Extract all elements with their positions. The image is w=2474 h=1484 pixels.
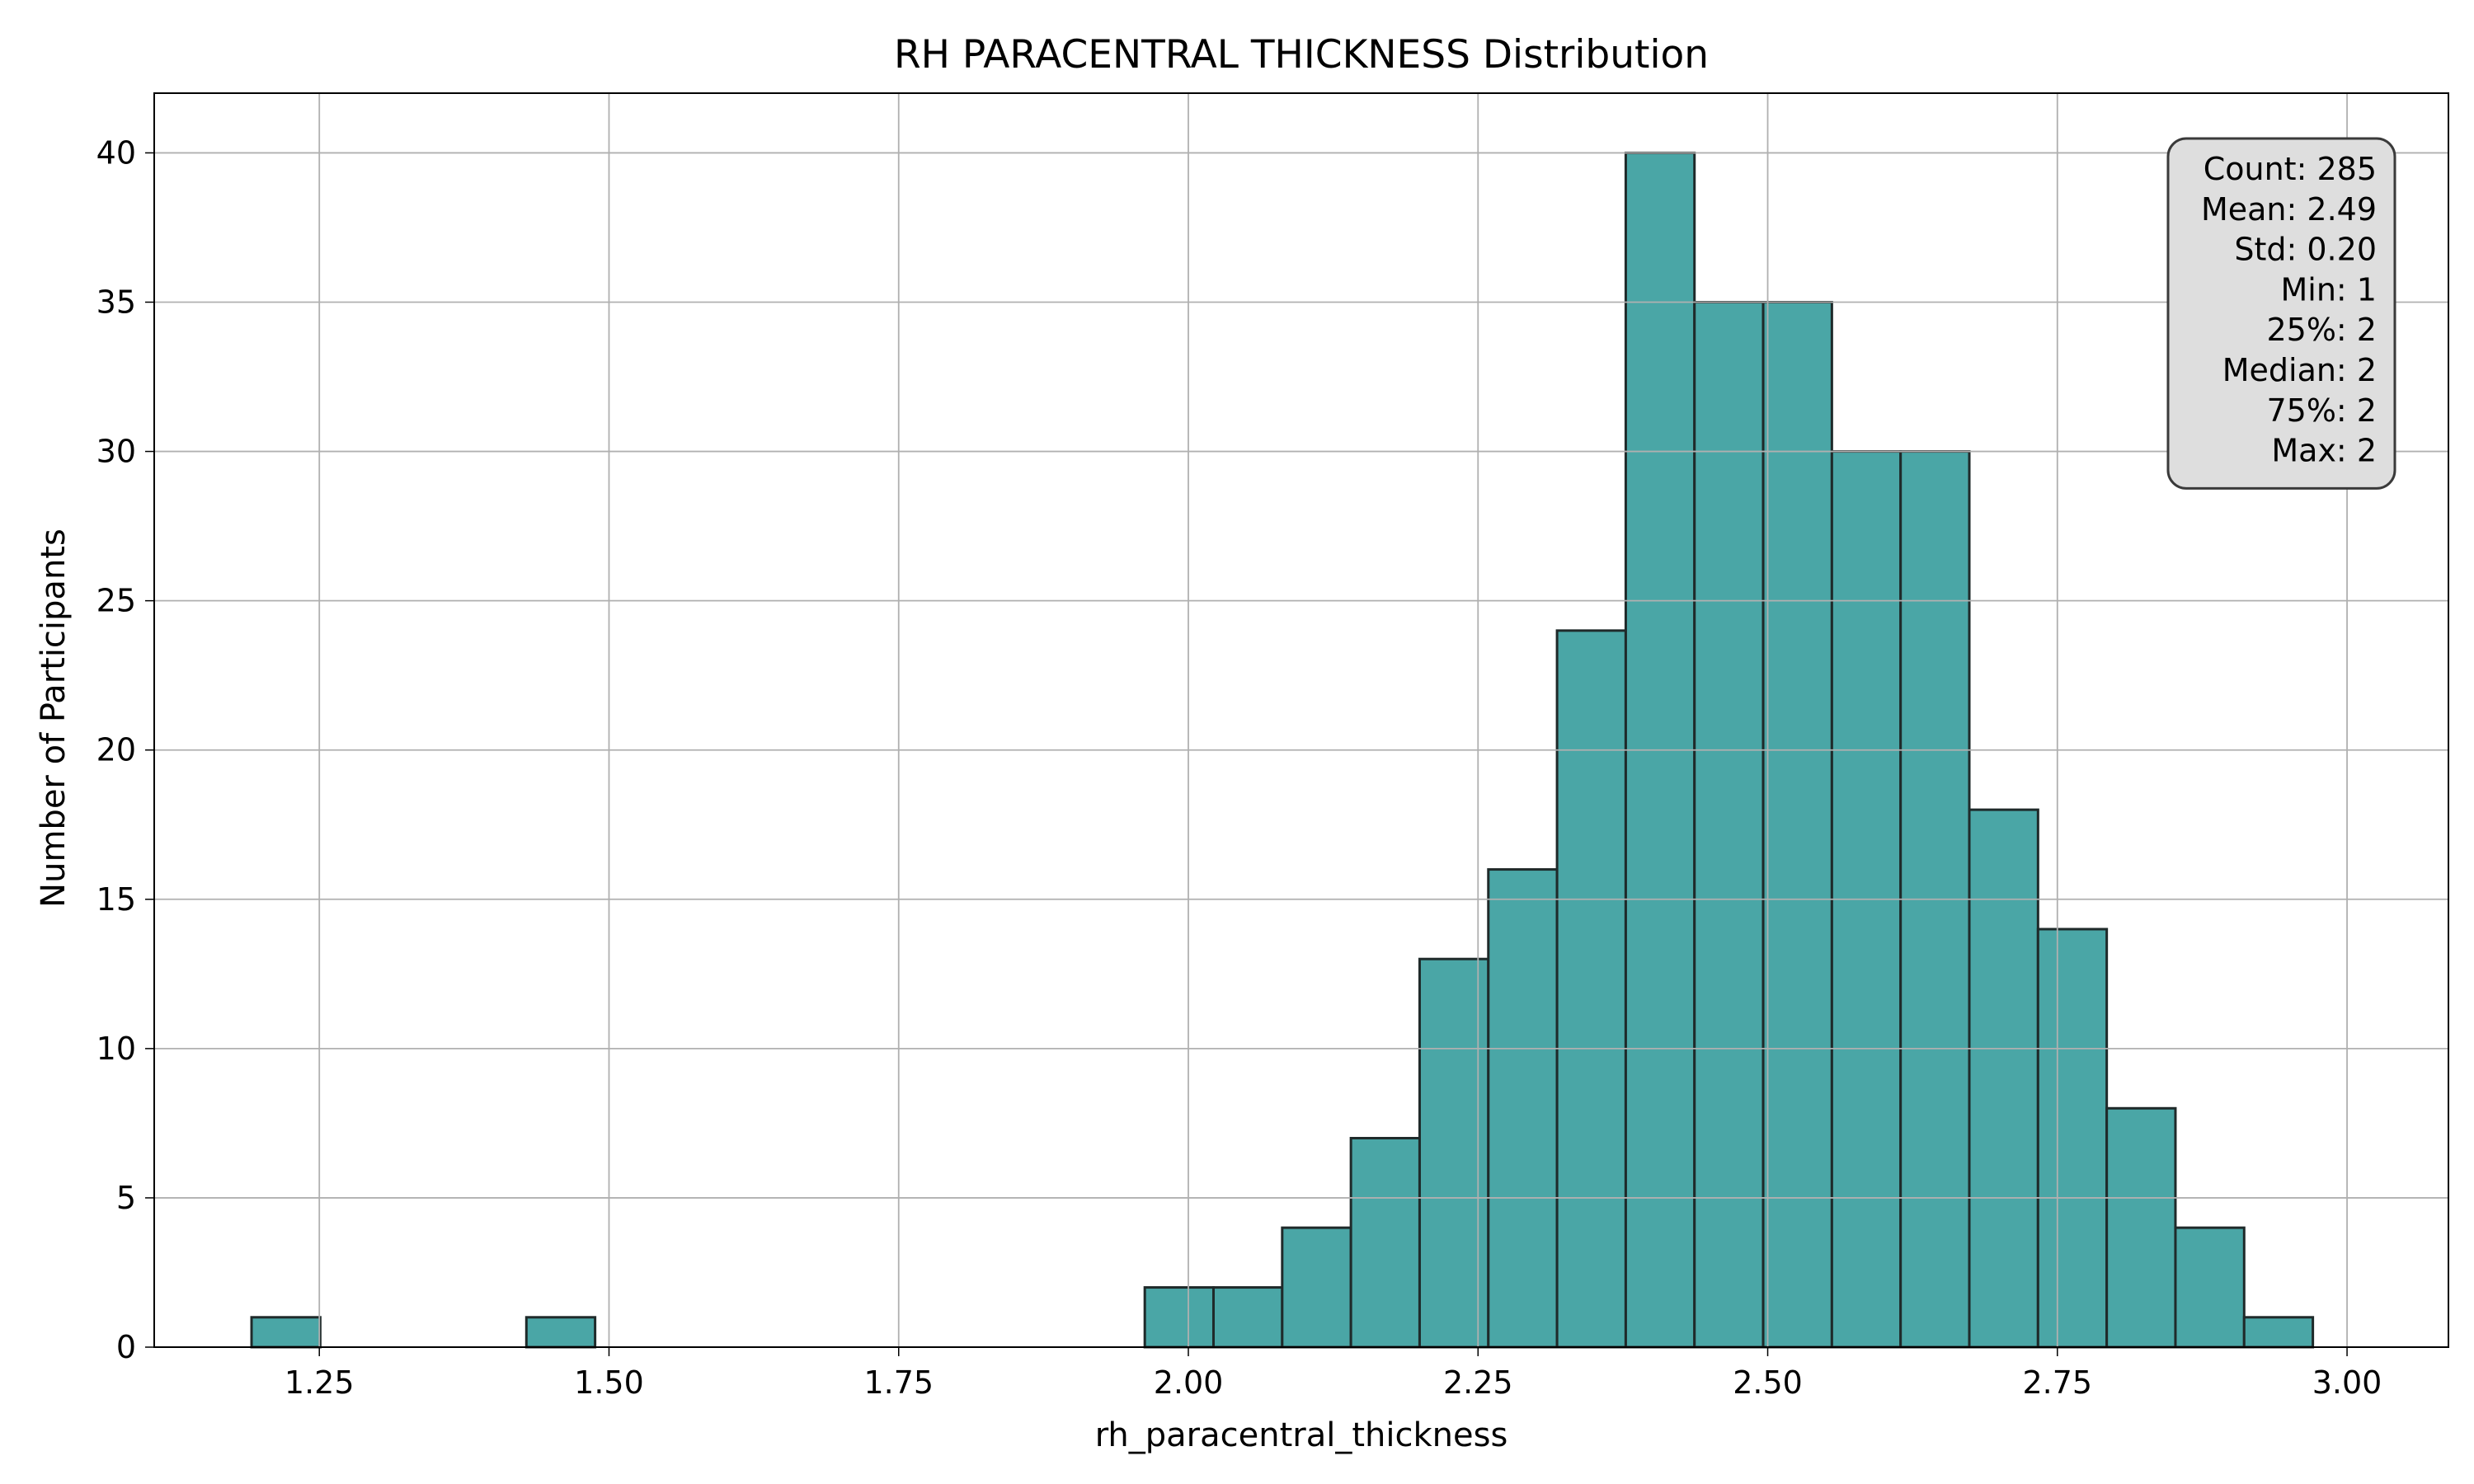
- y-tick-label: 0: [116, 1329, 136, 1365]
- y-tick-label: 10: [96, 1031, 136, 1067]
- x-axis-label: rh_paracentral_thickness: [1095, 1416, 1508, 1454]
- y-tick-label: 15: [96, 881, 136, 918]
- stats-line: Min: 1: [2281, 271, 2378, 308]
- plot-frame: [153, 92, 2449, 1348]
- y-tick-label: 40: [96, 134, 136, 171]
- x-tick-label: 1.25: [285, 1364, 355, 1401]
- chart-title: RH PARACENTRAL THICKNESS Distribution: [894, 32, 1709, 77]
- x-tick-label: 1.50: [574, 1364, 644, 1401]
- histogram-bar: [250, 1316, 322, 1349]
- stats-line: Max: 2: [2271, 433, 2377, 469]
- stats-line: Std: 0.20: [2234, 232, 2377, 268]
- stats-line: Mean: 2.49: [2201, 191, 2377, 228]
- y-tick-label: 30: [96, 434, 136, 470]
- x-tick-label: 2.00: [1154, 1364, 1224, 1401]
- histogram-bar: [2036, 928, 2109, 1349]
- histogram-bar: [1349, 1137, 1421, 1349]
- y-tick-label: 25: [96, 583, 136, 619]
- histogram-bar: [2174, 1226, 2246, 1349]
- y-tick-label: 5: [116, 1180, 136, 1216]
- histogram-bar: [2105, 1106, 2177, 1349]
- y-axis-label: Number of Participants: [35, 528, 73, 908]
- histogram-bar: [1555, 629, 1627, 1349]
- stats-line: 75%: 2: [2266, 392, 2377, 429]
- histogram-bar: [1487, 868, 1559, 1349]
- histogram-bar: [1968, 808, 2039, 1349]
- histogram-bar: [524, 1316, 597, 1349]
- stats-box: [2166, 137, 2396, 490]
- stats-line: Median: 2: [2222, 352, 2377, 388]
- plot-area: 1.25 1.50 1.75 2.00 2.25 2.50 2.75 3.00 0 5 10 15 20…: [96, 92, 2449, 1401]
- histogram-bar: [1281, 1226, 1352, 1349]
- histogram-bar: [2242, 1316, 2315, 1349]
- y-tick-label: 35: [96, 284, 136, 321]
- stats-line: Count: 285: [2204, 151, 2377, 187]
- x-tick-label: 3.00: [2312, 1364, 2382, 1401]
- x-tick-label: 2.75: [2022, 1364, 2092, 1401]
- y-tick-label: 20: [96, 732, 136, 768]
- x-tick-label: 1.75: [863, 1364, 934, 1401]
- x-tick-label: 2.25: [1443, 1364, 1513, 1401]
- x-tick-label: 2.50: [1733, 1364, 1803, 1401]
- histogram-bar: [1143, 1286, 1215, 1349]
- histogram-bar: [1761, 301, 1833, 1349]
- stats-line: 25%: 2: [2266, 312, 2377, 348]
- histogram-bar: [1211, 1286, 1284, 1349]
- histogram-bar: [1693, 301, 1765, 1349]
